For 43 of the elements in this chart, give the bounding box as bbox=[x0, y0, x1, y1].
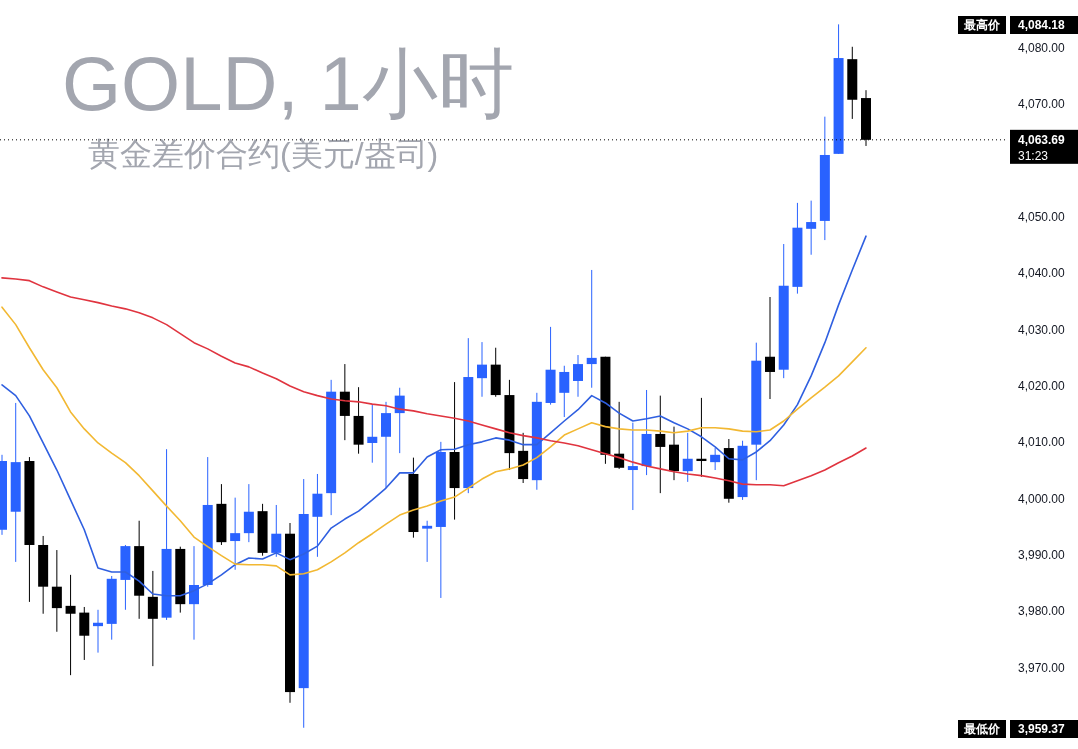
candlestick bbox=[230, 497, 241, 571]
text: 31:23 bbox=[1018, 149, 1049, 163]
candlestick bbox=[682, 432, 693, 483]
line-series bbox=[1, 306, 867, 576]
candlestick bbox=[312, 473, 323, 558]
text: 黄金差价合约(美元/盎司) bbox=[88, 136, 439, 172]
y-tick-label: 3,980.00 bbox=[1018, 604, 1066, 619]
y-tick-label: 4,020.00 bbox=[1018, 379, 1066, 394]
y-tick-label: 3,970.00 bbox=[1018, 660, 1066, 675]
candlestick bbox=[559, 365, 570, 418]
ref-line-label: 4,063.69 bbox=[1018, 132, 1066, 147]
y-tick-label: 4,030.00 bbox=[1018, 322, 1066, 337]
y-tick-label: 3,990.00 bbox=[1018, 548, 1066, 563]
candlestick bbox=[79, 606, 90, 661]
candlestick bbox=[655, 395, 666, 494]
y-tick-label: 4,000.00 bbox=[1018, 491, 1066, 506]
candlestick bbox=[189, 545, 199, 641]
candlestick bbox=[765, 296, 775, 400]
y-tick-label: 4,080.00 bbox=[1018, 40, 1066, 55]
candlestick bbox=[271, 504, 282, 558]
text: 最低价 bbox=[963, 722, 1001, 736]
candlestick bbox=[65, 574, 76, 676]
candlestick bbox=[710, 447, 721, 471]
candlestick bbox=[243, 483, 254, 543]
y-tick-label: 4,050.00 bbox=[1018, 209, 1066, 224]
candlestick bbox=[806, 200, 817, 256]
text: GOLD, 1小时 bbox=[62, 41, 514, 126]
text: 3,959.37 bbox=[1018, 722, 1066, 736]
candlestick bbox=[627, 422, 638, 511]
text: 4,084.18 bbox=[1018, 18, 1066, 32]
text: 最高价 bbox=[963, 18, 1001, 32]
line-series bbox=[1, 277, 867, 487]
candlestick bbox=[586, 269, 597, 389]
candlestick bbox=[381, 401, 391, 489]
candlestick bbox=[573, 354, 583, 398]
y-tick-label: 4,040.00 bbox=[1018, 266, 1066, 281]
y-tick-label: 4,010.00 bbox=[1018, 435, 1066, 450]
candlestick bbox=[147, 570, 158, 667]
candlestick bbox=[367, 404, 378, 464]
candlestick bbox=[51, 549, 62, 633]
candlestick bbox=[477, 341, 487, 398]
y-tick-label: 4,070.00 bbox=[1018, 97, 1066, 112]
candlestick bbox=[422, 520, 433, 563]
